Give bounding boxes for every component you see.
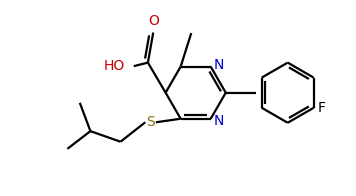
Text: HO: HO — [104, 59, 125, 73]
Text: O: O — [148, 14, 159, 28]
Text: N: N — [213, 58, 224, 72]
Text: S: S — [146, 115, 155, 129]
Text: N: N — [213, 113, 224, 128]
Text: F: F — [318, 101, 326, 115]
